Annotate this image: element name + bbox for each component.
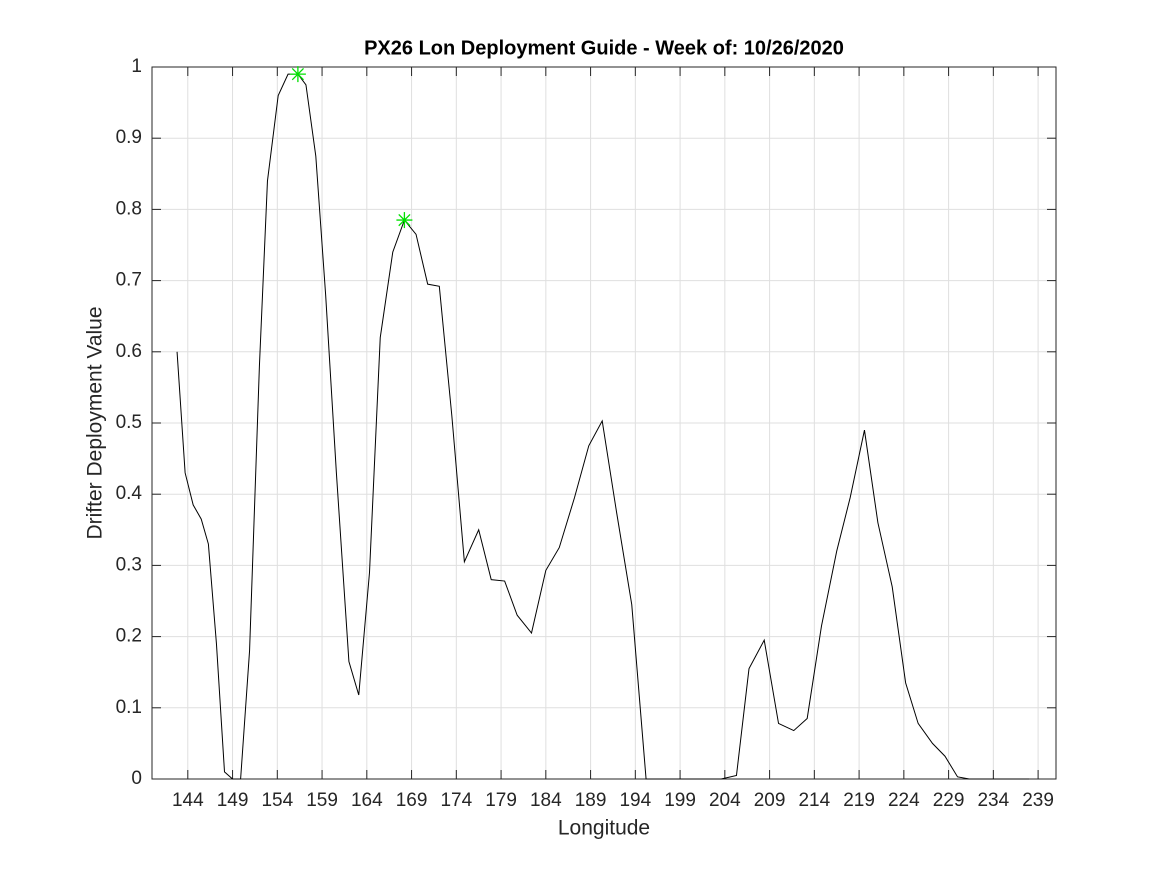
x-tick-label: 154	[261, 790, 293, 811]
x-tick-label: 209	[754, 790, 786, 811]
x-tick-label: 179	[485, 790, 517, 811]
x-tick-label: 159	[306, 790, 338, 811]
x-tick-label: 174	[440, 790, 472, 811]
x-tick-label: 169	[396, 790, 428, 811]
marker-stroke	[398, 213, 411, 227]
y-tick-label: 0.7	[116, 270, 142, 291]
y-tick-label: 0.6	[116, 341, 142, 362]
y-axis-label: Drifter Deployment Value	[84, 306, 107, 539]
chart-title: PX26 Lon Deployment Guide - Week of: 10/…	[364, 37, 844, 59]
marker	[289, 66, 306, 83]
x-tick-label: 189	[575, 790, 607, 811]
marker-stroke	[291, 68, 305, 81]
x-tick-label: 204	[709, 790, 741, 811]
x-tick-label: 229	[933, 790, 965, 811]
x-tick-label: 224	[888, 790, 920, 811]
x-tick-label: 239	[1022, 790, 1054, 811]
x-tick-label: 184	[530, 790, 562, 811]
y-tick-label: 0.8	[116, 198, 142, 219]
y-tick-label: 0.2	[116, 626, 142, 647]
data-line	[176, 73, 1030, 780]
marker	[396, 212, 413, 229]
y-tick-label: 0.5	[116, 412, 142, 433]
x-tick-label: 144	[172, 790, 204, 811]
x-tick-label: 149	[217, 790, 249, 811]
x-axis-label: Longitude	[558, 817, 650, 840]
y-tick-label: 0.1	[116, 697, 142, 718]
x-tick-label: 194	[619, 790, 651, 811]
y-tick-label: 0.9	[116, 127, 142, 148]
y-tick-label: 0	[131, 768, 142, 789]
axes-box	[151, 66, 1057, 780]
x-tick-label: 164	[351, 790, 383, 811]
x-tick-label: 214	[798, 790, 830, 811]
x-tick-label: 199	[664, 790, 696, 811]
x-tick-label: 234	[977, 790, 1009, 811]
x-tick-label: 219	[843, 790, 875, 811]
y-tick-label: 0.3	[116, 554, 142, 575]
y-tick-label: 1	[131, 56, 142, 77]
y-tick-label: 0.4	[116, 483, 143, 504]
